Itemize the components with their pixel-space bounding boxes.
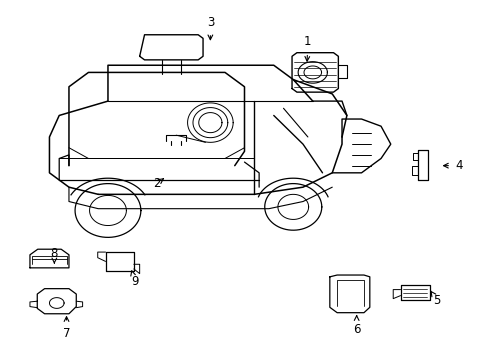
Text: 8: 8 <box>51 247 58 263</box>
Text: 5: 5 <box>430 291 440 307</box>
Text: 7: 7 <box>62 317 70 340</box>
Text: 6: 6 <box>352 316 360 336</box>
Text: 3: 3 <box>206 16 214 40</box>
Text: 9: 9 <box>131 271 138 288</box>
Text: 2: 2 <box>153 177 163 190</box>
Text: 4: 4 <box>443 159 462 172</box>
Text: 1: 1 <box>304 35 311 61</box>
